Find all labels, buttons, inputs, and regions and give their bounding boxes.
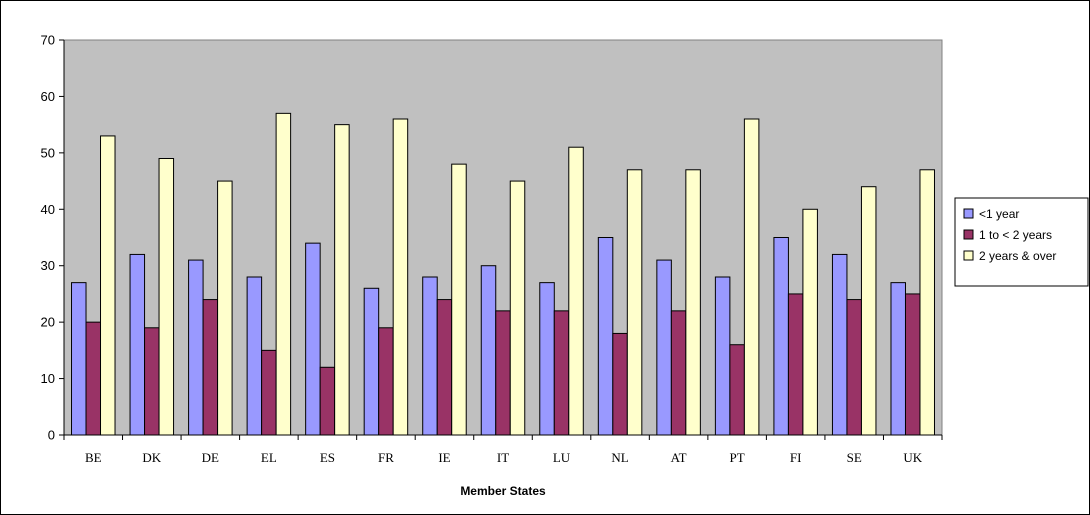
- bar-fr-series-3: [392, 118, 409, 436]
- x-tick-label: IT: [497, 450, 509, 465]
- x-tick-label: SE: [847, 450, 862, 465]
- bar-ie-series-3: [451, 163, 467, 436]
- x-tick-label: PT: [730, 450, 745, 465]
- y-tick-label: 70: [41, 33, 55, 48]
- x-tick-label: FI: [790, 450, 802, 465]
- bar-lu-series-1: [539, 282, 555, 436]
- bar-es-series-2: [319, 366, 336, 436]
- x-tick-label: ES: [320, 450, 335, 465]
- bar-dk-series-2: [144, 327, 160, 436]
- bar-fr-series-2: [378, 327, 394, 436]
- bar-ie-series-1: [422, 276, 438, 436]
- bar-lu-series-3: [568, 146, 584, 436]
- bar-fr-series-1: [363, 287, 380, 436]
- bar-it-series-3: [509, 180, 526, 436]
- bar-lu-series-2: [553, 310, 570, 436]
- x-tick-label: AT: [671, 450, 687, 465]
- bar-de-series-1: [188, 259, 204, 436]
- legend-label: <1 year: [979, 207, 1019, 221]
- x-tick-label: FR: [378, 450, 394, 465]
- bar-fi-series-1: [773, 237, 789, 436]
- bar-se-series-3: [860, 186, 877, 436]
- bar-el-series-1: [246, 276, 263, 436]
- bar-at-series-1: [656, 259, 672, 436]
- bar-ie-series-2: [436, 299, 453, 436]
- y-tick-label: 0: [48, 428, 55, 443]
- bar-se-series-1: [831, 253, 848, 436]
- y-tick-label: 30: [41, 258, 55, 273]
- bar-pt-series-3: [743, 118, 760, 436]
- bar-dk-series-1: [129, 253, 146, 436]
- bar-es-series-1: [305, 242, 321, 436]
- bar-dk-series-3: [158, 158, 175, 436]
- bar-el-series-2: [261, 349, 277, 436]
- bar-uk-series-3: [919, 169, 935, 436]
- bar-de-series-2: [202, 299, 219, 436]
- x-axis-title: Member States: [460, 484, 546, 498]
- legend-label: 2 years & over: [979, 249, 1056, 263]
- bar-se-series-2: [846, 299, 862, 436]
- legend-swatch: [963, 208, 974, 219]
- bar-pt-series-2: [729, 344, 745, 436]
- x-tick-label: DE: [202, 450, 219, 465]
- legend-swatch: [963, 250, 974, 261]
- bar-uk-series-1: [890, 282, 906, 436]
- y-tick-label: 10: [41, 371, 55, 386]
- bar-uk-series-2: [904, 293, 921, 436]
- x-tick-label: UK: [903, 450, 922, 465]
- bar-es-series-3: [334, 124, 350, 436]
- bar-it-series-2: [495, 310, 511, 436]
- bar-de-series-3: [217, 180, 233, 436]
- bar-nl-series-3: [626, 169, 643, 436]
- x-axis: BE DK DE EL ES FR IE IT LU NL AT PT FI SE UK: [63, 434, 943, 465]
- legend-box: [954, 197, 1089, 287]
- legend: <1 year 1 to < 2 years 2 years & over: [954, 197, 1089, 287]
- bar-el-series-3: [275, 112, 292, 436]
- bar-be-series-3: [100, 135, 116, 436]
- bar-be-series-2: [85, 321, 102, 436]
- x-tick-label: BE: [85, 450, 102, 465]
- legend-swatch: [963, 229, 974, 240]
- bar-fi-series-2: [787, 293, 804, 436]
- bar-fi-series-3: [802, 208, 818, 436]
- x-tick-label: IE: [438, 450, 450, 465]
- x-tick-label: EL: [261, 450, 277, 465]
- x-tick-label: NL: [611, 450, 628, 465]
- bar-it-series-1: [480, 265, 497, 436]
- bar-nl-series-1: [597, 237, 614, 436]
- bar-at-series-2: [670, 310, 687, 436]
- bar-at-series-3: [685, 169, 701, 436]
- y-tick-label: 20: [41, 315, 55, 330]
- bar-be-series-1: [71, 282, 87, 436]
- y-axis: 0 10 20 30 40 50 60 70: [41, 33, 65, 443]
- bars: [71, 112, 935, 436]
- x-tick-label: LU: [553, 450, 571, 465]
- x-tick-label: DK: [142, 450, 161, 465]
- legend-label: 1 to < 2 years: [979, 228, 1052, 242]
- bar-pt-series-1: [714, 276, 731, 436]
- y-tick-label: 50: [41, 145, 55, 160]
- bar-nl-series-2: [612, 332, 628, 436]
- y-tick-label: 40: [41, 202, 55, 217]
- y-tick-label: 60: [41, 89, 55, 104]
